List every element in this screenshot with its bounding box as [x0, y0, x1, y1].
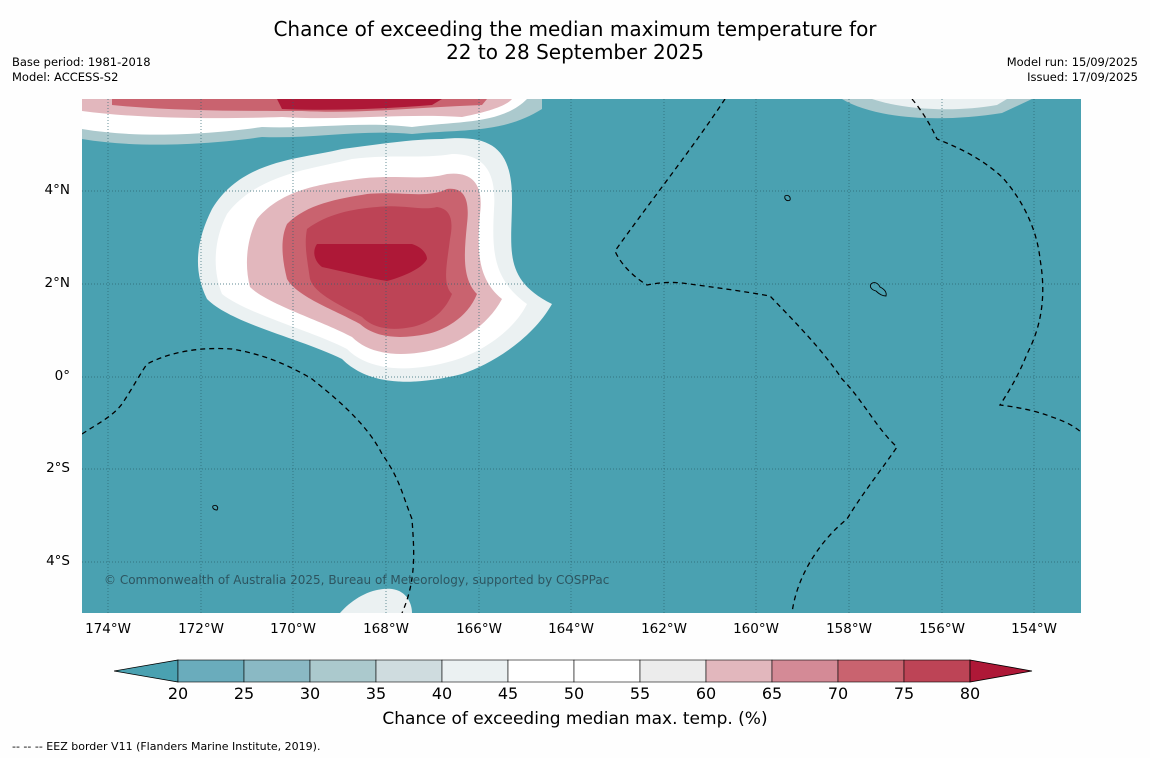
colorbar-band-25-30 [243, 659, 311, 683]
colorbar-tick-20: 20 [167, 684, 189, 703]
forecast-map: © Commonwealth of Australia 2025, Bureau… [82, 99, 1081, 613]
title-line-1: Chance of exceeding the median maximum t… [273, 17, 877, 41]
lon-label-170w: 170°W [270, 621, 316, 637]
lat-label-4n: 4°N [44, 182, 70, 198]
colorbar-tick-60: 60 [695, 684, 717, 703]
run-info: Model run: 15/09/2025 Issued: 17/09/2025 [1007, 55, 1138, 85]
warm-anomaly-central [197, 138, 552, 382]
lon-label-156w: 156°W [919, 621, 965, 637]
map-canvas: © Commonwealth of Australia 2025, Bureau… [82, 99, 1081, 613]
lon-label-164w: 164°W [548, 621, 594, 637]
colorbar-extend-low [114, 659, 179, 683]
colorbar-band-55-60 [639, 659, 707, 683]
colorbar-tick-65: 65 [761, 684, 783, 703]
lon-label-162w: 162°W [641, 621, 687, 637]
issued-date: Issued: 17/09/2025 [1027, 70, 1138, 84]
colorbar-tick-35: 35 [365, 684, 387, 703]
title-line-2: 22 to 28 September 2025 [446, 40, 704, 64]
colorbar-band-50-55 [573, 659, 641, 683]
base-info: Base period: 1981-2018 Model: ACCESS-S2 [12, 55, 151, 85]
lon-label-168w: 168°W [363, 621, 409, 637]
lon-label-166w: 166°W [456, 621, 502, 637]
islands [212, 194, 887, 511]
warm-anomaly-north [82, 99, 542, 145]
lon-label-158w: 158°W [826, 621, 872, 637]
map-title: Chance of exceeding the median maximum t… [0, 18, 1150, 64]
colorbar-tick-75: 75 [893, 684, 915, 703]
map-background [82, 99, 1081, 613]
colorbar-band-40-45 [441, 659, 509, 683]
lon-label-154w: 154°W [1011, 621, 1057, 637]
map-credit: © Commonwealth of Australia 2025, Bureau… [104, 573, 609, 587]
colorbar-tick-70: 70 [827, 684, 849, 703]
model-run: Model run: 15/09/2025 [1006, 55, 1138, 69]
eez-legend-note: -- -- -- EEZ border V11 (Flanders Marine… [12, 740, 321, 753]
colorbar-tick-45: 45 [497, 684, 519, 703]
eez-borders [82, 99, 1081, 613]
lat-label-2s: 2°S [46, 460, 70, 476]
lon-label-160w: 160°W [733, 621, 779, 637]
colorbar-band-70-75 [837, 659, 905, 683]
colorbar-tick-50: 50 [563, 684, 585, 703]
colorbar-band-20-25 [177, 659, 245, 683]
warm-patch-south [340, 588, 412, 613]
colorbar-band-45-50 [507, 659, 575, 683]
base-period: Base period: 1981-2018 [12, 55, 151, 69]
colorbar-tick-55: 55 [629, 684, 651, 703]
lat-label-4s: 4°S [46, 553, 70, 569]
lat-label-2n: 2°N [44, 275, 70, 291]
colorbar-tick-40: 40 [431, 684, 453, 703]
lat-label-0: 0° [54, 368, 70, 384]
colorbar-tick-30: 30 [299, 684, 321, 703]
colorbar-extend-high [969, 659, 1033, 683]
lon-label-172w: 172°W [178, 621, 224, 637]
colorbar-tick-80: 80 [959, 684, 981, 703]
colorbar-band-35-40 [375, 659, 443, 683]
lon-label-174w: 174°W [85, 621, 131, 637]
colorbar-label: Chance of exceeding median max. temp. (%… [382, 709, 768, 729]
colorbar-band-75-80 [903, 659, 971, 683]
colorbar-band-65-70 [771, 659, 839, 683]
colorbar-tick-25: 25 [233, 684, 255, 703]
colorbar-band-60-65 [705, 659, 773, 683]
colorbar-band-30-35 [309, 659, 377, 683]
colorbar [114, 659, 1033, 683]
model-name: Model: ACCESS-S2 [12, 70, 119, 84]
